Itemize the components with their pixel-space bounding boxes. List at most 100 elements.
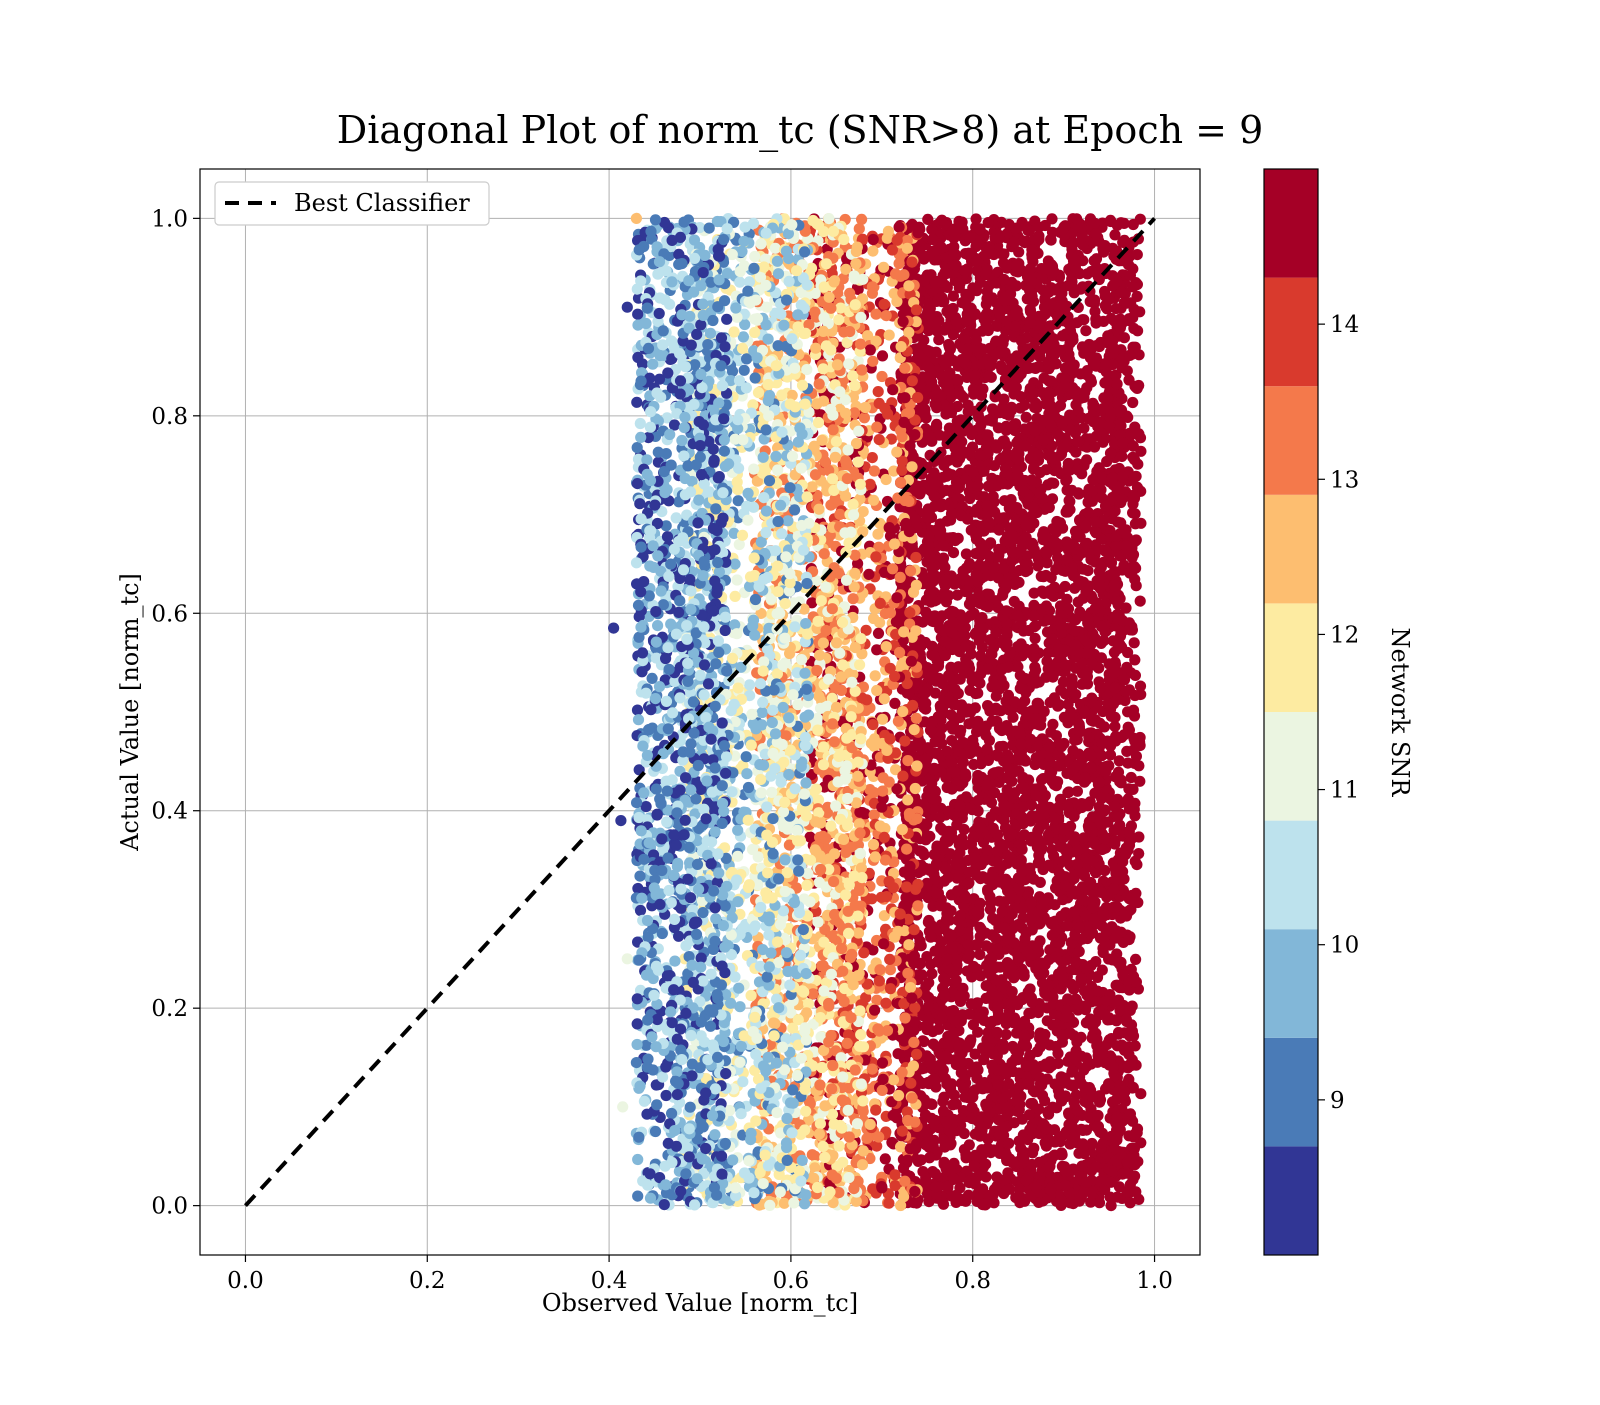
scatter-point [1012, 310, 1023, 321]
scatter-point [993, 422, 1004, 433]
scatter-point [974, 223, 985, 234]
scatter-point [958, 757, 969, 768]
scatter-point [982, 1082, 993, 1093]
scatter-point [1025, 734, 1036, 745]
scatter-point [922, 613, 933, 624]
scatter-point [1040, 1139, 1051, 1150]
scatter-point [1121, 746, 1132, 757]
scatter-point [1033, 450, 1044, 461]
scatter-point [946, 606, 957, 617]
scatter-point [1073, 760, 1084, 771]
scatter-point [1009, 579, 1020, 590]
scatter-point [1067, 1065, 1078, 1076]
scatter-point [1061, 1005, 1072, 1016]
scatter-point [984, 589, 995, 600]
scatter-point [1046, 477, 1057, 488]
scatter-point [980, 269, 991, 280]
scatter-point [1099, 833, 1110, 844]
scatter-point [1091, 1161, 1102, 1172]
scatter-point [1096, 887, 1107, 898]
scatter-point [1028, 1143, 1039, 1154]
scatter-point [1065, 239, 1076, 250]
scatter-point [930, 1075, 941, 1086]
scatter-point [1001, 1150, 1012, 1161]
scatter-point [931, 387, 942, 398]
scatter-point [1051, 358, 1062, 369]
scatter-point [955, 910, 966, 921]
scatter-point [916, 940, 927, 951]
scatter-point [980, 855, 991, 866]
scatter-point [971, 870, 982, 881]
scatter-point [1076, 973, 1087, 984]
scatter-point [1120, 540, 1131, 551]
scatter-point [1126, 1060, 1137, 1071]
scatter-point [937, 296, 948, 307]
scatter-point [1030, 677, 1041, 688]
scatter-point [1121, 662, 1132, 673]
scatter-point [982, 1143, 993, 1154]
scatter-point [1016, 865, 1027, 876]
scatter-point [1072, 1105, 1083, 1116]
scatter-point [935, 501, 946, 512]
scatter-point [1086, 693, 1097, 704]
scatter-point [938, 540, 949, 551]
scatter-point [1129, 690, 1140, 701]
scatter-point [1133, 428, 1144, 439]
scatter-point [1078, 423, 1089, 434]
scatter-point [981, 429, 992, 440]
scatter-point [1096, 750, 1107, 761]
scatter-point [1040, 570, 1051, 581]
scatter-point [934, 812, 945, 823]
scatter-point [1064, 354, 1075, 365]
scatter-point [1112, 220, 1123, 231]
scatter-point [1113, 811, 1124, 822]
scatter-point [1015, 546, 1026, 557]
scatter-point [1042, 557, 1053, 568]
scatter-point [1124, 826, 1135, 837]
scatter-point [981, 780, 992, 791]
scatter-point [936, 215, 947, 226]
scatter-point [1054, 643, 1065, 654]
scatter-point [1065, 1027, 1076, 1038]
scatter-point [972, 716, 983, 727]
scatter-point [1021, 412, 1032, 423]
scatter-point [1055, 345, 1066, 356]
scatter-point [965, 599, 976, 610]
scatter-point [970, 1150, 981, 1161]
scatter-point [1055, 400, 1066, 411]
scatter-point [1047, 844, 1058, 855]
scatter-point [1128, 705, 1139, 716]
chart-title: Diagonal Plot of norm_tc (SNR>8) at Epoc… [337, 108, 1264, 153]
scatter-point [1045, 1184, 1056, 1195]
scatter-point [923, 1001, 934, 1012]
scatter-point [1019, 673, 1030, 684]
scatter-point [1012, 470, 1023, 481]
scatter-point [1070, 447, 1081, 458]
scatter-point [1053, 760, 1064, 771]
scatter-point [1112, 378, 1123, 389]
scatter-point [982, 744, 993, 755]
scatter-point [933, 842, 944, 853]
scatter-point [1129, 896, 1140, 907]
scatter-point [1087, 856, 1098, 867]
scatter-point [970, 852, 981, 863]
scatter-point [1044, 741, 1055, 752]
scatter-point [981, 299, 992, 310]
scatter-point [1000, 295, 1011, 306]
scatter-point [1029, 387, 1040, 398]
scatter-point [1096, 621, 1107, 632]
scatter-point [1019, 400, 1030, 411]
scatter-point [1127, 312, 1138, 323]
scatter-point [1043, 287, 1054, 298]
scatter-point [1097, 965, 1108, 976]
scatter-point [1019, 1039, 1030, 1050]
scatter-point [946, 784, 957, 795]
scatter-point [1025, 263, 1036, 274]
scatter-point [983, 664, 994, 675]
scatter-point [985, 1107, 996, 1118]
scatter-point [1119, 235, 1130, 246]
scatter-point [1133, 760, 1144, 771]
scatter-point [997, 906, 1008, 917]
scatter-point [1016, 839, 1027, 850]
